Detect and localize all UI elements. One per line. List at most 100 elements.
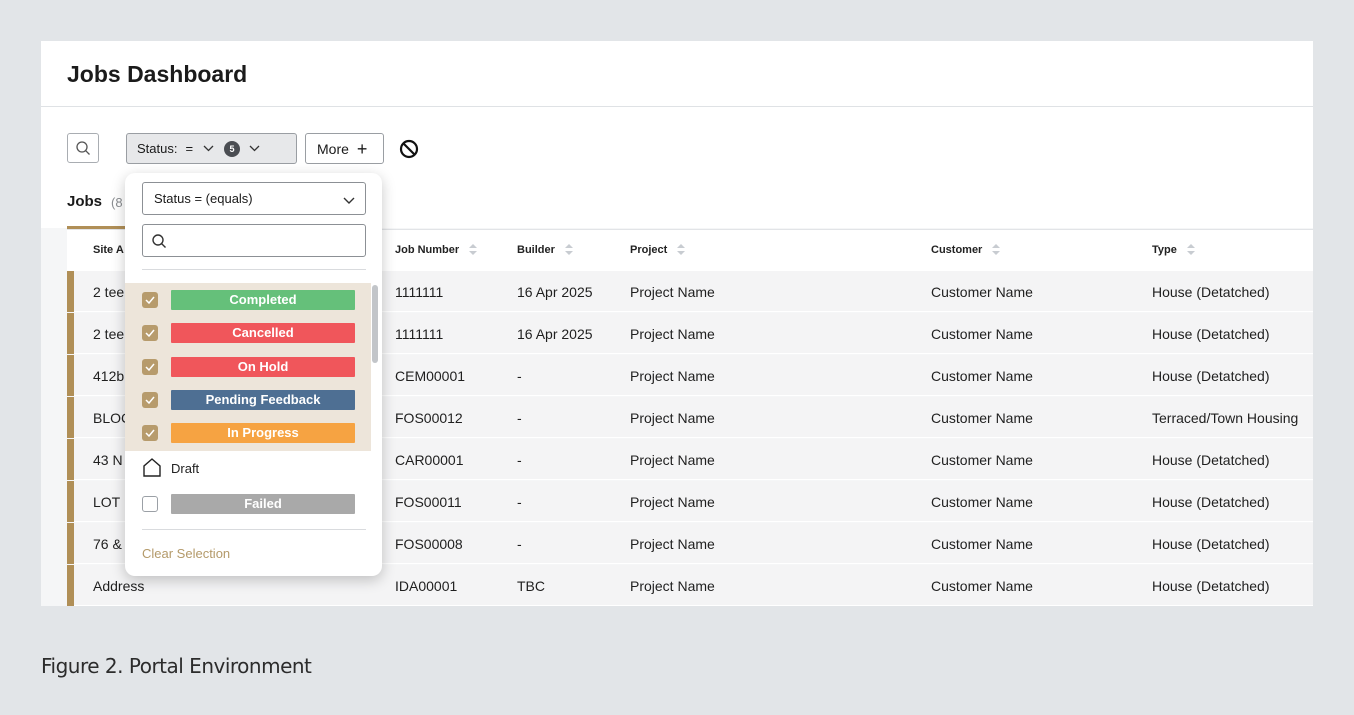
divider: [142, 269, 366, 270]
cell-type: House (Detatched): [1152, 578, 1270, 594]
checkbox-checked[interactable]: [142, 292, 158, 308]
status-pill: Pending Feedback: [171, 390, 355, 410]
clear-filters-icon[interactable]: [398, 138, 420, 160]
cell-site: 412b: [93, 368, 125, 384]
column-header-builder-label: Builder: [517, 244, 555, 256]
cell-builder: 16 Apr 2025: [517, 326, 593, 342]
column-header-customer-label: Customer: [931, 244, 983, 256]
cell-project: Project Name: [630, 410, 715, 426]
row-accent: [67, 397, 74, 438]
plus-icon: +: [356, 138, 368, 159]
active-tab-indicator: [67, 226, 167, 229]
option-failed[interactable]: Failed: [142, 492, 355, 516]
column-header-type-label: Type: [1152, 244, 1177, 256]
cell-type: House (Detatched): [1152, 536, 1270, 552]
column-header-type[interactable]: Type: [1152, 244, 1195, 256]
cell-builder: TBC: [517, 578, 545, 594]
cell-project: Project Name: [630, 326, 715, 342]
sort-icon[interactable]: [469, 244, 478, 256]
option-in-progress[interactable]: In Progress: [142, 421, 355, 445]
cell-customer: Customer Name: [931, 284, 1033, 300]
row-accent: [67, 481, 74, 522]
column-header-project[interactable]: Project: [630, 244, 686, 256]
column-header-job-number-label: Job Number: [395, 244, 460, 256]
search-button[interactable]: [67, 133, 99, 163]
column-header-site[interactable]: Site A: [93, 244, 124, 256]
dropdown-scrollbar[interactable]: [372, 285, 378, 363]
row-accent: [67, 355, 74, 396]
jobs-tab-heading[interactable]: Jobs: [67, 193, 103, 210]
column-header-site-label: Site A: [93, 244, 124, 256]
checkbox-checked[interactable]: [142, 392, 158, 408]
card-header: [41, 41, 1313, 107]
cell-job-number: CAR00001: [395, 452, 464, 468]
operator-select[interactable]: Status = (equals): [142, 182, 366, 215]
cell-job-number: IDA00001: [395, 578, 458, 594]
cell-site: 43 N: [93, 452, 123, 468]
status-chevron-down-icon[interactable]: [249, 145, 260, 152]
cell-project: Project Name: [630, 368, 715, 384]
search-icon: [152, 234, 166, 248]
status-pill: In Progress: [171, 423, 355, 443]
cell-type: House (Detatched): [1152, 494, 1270, 510]
operator-chevron-down-icon[interactable]: [203, 145, 214, 152]
row-accent: [67, 313, 74, 354]
cell-site: Address: [93, 578, 145, 594]
cell-job-number: CEM00001: [395, 368, 466, 384]
column-header-builder[interactable]: Builder: [517, 244, 573, 256]
column-header-customer[interactable]: Customer: [931, 244, 1001, 256]
cell-project: Project Name: [630, 536, 715, 552]
house-icon: [142, 457, 162, 482]
cell-builder: 16 Apr 2025: [517, 284, 593, 300]
cell-project: Project Name: [630, 578, 715, 594]
option-search-input[interactable]: [142, 224, 366, 257]
option-draft[interactable]: Draft: [142, 457, 199, 482]
checkbox-unchecked[interactable]: [142, 496, 158, 512]
status-filter-dropdown: Status = (equals) Completed Cancelled On…: [125, 173, 382, 576]
option-cancelled[interactable]: Cancelled: [142, 321, 355, 345]
cell-site: 76 &: [93, 536, 122, 552]
cell-customer: Customer Name: [931, 494, 1033, 510]
option-draft-label: Draft: [171, 461, 200, 476]
cell-project: Project Name: [630, 284, 715, 300]
cell-builder: -: [517, 410, 522, 426]
more-filters-button[interactable]: More +: [305, 133, 384, 164]
checkbox-checked[interactable]: [142, 325, 158, 341]
cell-type: House (Detatched): [1152, 284, 1270, 300]
operator-select-value: Status = (equals): [154, 191, 253, 206]
cell-customer: Customer Name: [931, 368, 1033, 384]
cell-builder: -: [517, 536, 522, 552]
more-filters-label: More: [317, 140, 349, 157]
cell-site: 2 tee: [93, 326, 125, 342]
clear-selection-link[interactable]: Clear Selection: [142, 546, 231, 561]
column-header-job-number[interactable]: Job Number: [395, 244, 478, 256]
sort-icon[interactable]: [677, 244, 686, 256]
status-pill: Failed: [171, 494, 355, 514]
cell-builder: -: [517, 494, 522, 510]
cell-job-number: FOS00011: [395, 494, 462, 510]
cell-project: Project Name: [630, 452, 715, 468]
sort-icon[interactable]: [992, 244, 1001, 256]
option-on-hold[interactable]: On Hold: [142, 355, 355, 379]
cell-builder: -: [517, 368, 522, 384]
cell-customer: Customer Name: [931, 452, 1033, 468]
status-filter-label: Status:: [137, 141, 178, 156]
option-pending-feedback[interactable]: Pending Feedback: [142, 388, 355, 412]
cell-project: Project Name: [630, 494, 715, 510]
page-title: Jobs Dashboard: [67, 61, 248, 87]
divider: [142, 529, 366, 530]
row-accent: [67, 439, 74, 480]
cell-customer: Customer Name: [931, 536, 1033, 552]
cell-customer: Customer Name: [931, 578, 1033, 594]
jobs-count: (8: [111, 195, 123, 210]
sort-icon[interactable]: [564, 244, 573, 256]
cell-customer: Customer Name: [931, 326, 1033, 342]
status-pill: Completed: [171, 290, 355, 310]
status-filter-chip[interactable]: Status: = 5: [126, 133, 297, 164]
option-completed[interactable]: Completed: [142, 288, 355, 312]
checkbox-checked[interactable]: [142, 425, 158, 441]
row-accent: [67, 271, 74, 312]
checkbox-checked[interactable]: [142, 359, 158, 375]
sort-icon[interactable]: [1186, 244, 1195, 256]
cell-job-number: 1111111: [395, 326, 444, 342]
